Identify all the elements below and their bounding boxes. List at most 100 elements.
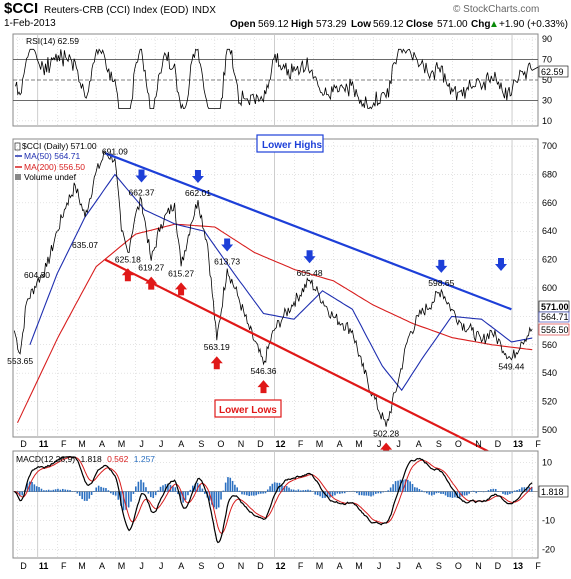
- macd-tick-label: -10: [542, 515, 555, 525]
- macd-histogram-bar: [60, 490, 62, 492]
- macd-histogram-bar: [67, 490, 69, 492]
- macd-histogram-bar: [38, 487, 40, 492]
- x-tick-label: M: [78, 439, 86, 449]
- macd-histogram-bar: [363, 491, 365, 495]
- macd-histogram-bar: [88, 491, 90, 498]
- macd-histogram-bar: [93, 491, 95, 492]
- symbol-title: $CCI: [4, 0, 38, 17]
- macd-histogram-bar: [157, 490, 159, 491]
- macd-histogram-bar: [440, 491, 442, 493]
- macd-histogram-bar: [246, 491, 248, 495]
- close-value: 571.00: [437, 19, 468, 30]
- open-value: 569.12: [258, 19, 289, 30]
- macd-histogram-bar: [334, 491, 336, 495]
- x-tick-label-bottom: M: [316, 561, 324, 571]
- macd-histogram-bar: [84, 491, 86, 500]
- x-tick-label-bottom: 11: [39, 561, 49, 571]
- x-tick-label: 13: [513, 439, 523, 449]
- macd-histogram-bar: [220, 491, 222, 499]
- macd-histogram-bar: [368, 491, 370, 495]
- macd-histogram-bar: [416, 488, 418, 492]
- macd-histogram-bar: [213, 491, 215, 507]
- rsi-label: RSI(14) 62.59: [26, 36, 79, 46]
- macd-histogram-bar: [162, 485, 164, 491]
- macd-histogram-bar: [377, 491, 379, 493]
- macd-histogram-bar: [34, 484, 36, 491]
- price-tick-label: 540: [542, 368, 557, 378]
- macd-histogram-bar: [344, 491, 346, 493]
- x-tick-label: M: [316, 439, 324, 449]
- x-tick-label: S: [436, 439, 442, 449]
- x-tick-label-bottom: F: [61, 561, 67, 571]
- macd-histogram-bar: [433, 491, 435, 494]
- rsi-tick-label: 30: [542, 95, 552, 105]
- macd-histogram-bar: [300, 490, 302, 491]
- macd-panel: 100-10-20 MACD(12,26,9) 1.818 0.562 1.25…: [13, 451, 568, 558]
- price-tick-label: 560: [542, 340, 557, 350]
- macd-tick-label: 10: [542, 458, 552, 468]
- macd-histogram-bar: [55, 489, 57, 492]
- x-tick-label-bottom: M: [118, 561, 126, 571]
- x-tick-label: A: [99, 439, 105, 449]
- macd-histogram-bar: [380, 491, 382, 493]
- macd-histogram-bar: [128, 491, 130, 507]
- macd-histogram-bar: [145, 487, 147, 492]
- macd-histogram-bar: [419, 489, 421, 492]
- x-tick-label: J: [377, 439, 382, 449]
- x-tick-label-bottom: D: [495, 561, 502, 571]
- x-tick-label-bottom: J: [396, 561, 401, 571]
- macd-histogram-bar: [483, 491, 485, 492]
- chg-label: Chg: [471, 19, 490, 30]
- macd-histogram-bar: [504, 491, 506, 494]
- macd-histogram-bar: [72, 491, 74, 492]
- x-tick-label-bottom: F: [298, 561, 304, 571]
- legend-volume-swatch: [15, 174, 21, 180]
- x-tick-label-bottom: A: [99, 561, 105, 571]
- low-value: 569.12: [373, 19, 404, 30]
- macd-histogram-bar: [272, 484, 274, 492]
- macd-histogram-bar: [41, 489, 43, 492]
- macd-histogram-bar: [255, 491, 257, 495]
- x-tick-label: M: [118, 439, 126, 449]
- macd-label-prefix: MACD(12,26,9): [16, 454, 75, 464]
- price-point-label: 553.65: [7, 356, 33, 366]
- macd-histogram-bar: [317, 491, 319, 495]
- macd-histogram-bar: [382, 491, 384, 492]
- price-point-label: 546.36: [250, 366, 276, 376]
- macd-last-value: 1.818: [541, 487, 564, 497]
- macd-histogram-bar: [466, 491, 468, 495]
- macd-histogram-bar: [175, 487, 177, 491]
- macd-histogram-bar: [143, 482, 145, 491]
- macd-histogram-bar: [138, 482, 140, 492]
- macd-histogram-bar: [375, 491, 377, 493]
- low-label: Low: [351, 19, 371, 30]
- price-tick-label: 520: [542, 397, 557, 407]
- legend-ma50: MA(50) 564.71: [24, 151, 80, 161]
- price-tick-label: 620: [542, 255, 557, 265]
- macd-histogram-bar: [511, 491, 513, 493]
- macd-histogram-bar: [521, 487, 523, 491]
- macd-histogram-bar: [407, 480, 409, 492]
- macd-histogram-bar: [160, 487, 162, 492]
- price-tick-label: 660: [542, 198, 557, 208]
- macd-histogram-bar: [307, 490, 309, 492]
- macd-histogram-bar: [187, 491, 189, 495]
- macd-histogram-bar: [488, 490, 490, 492]
- macd-histogram-bar: [155, 491, 157, 495]
- x-tick-label-bottom: N: [238, 561, 245, 571]
- macd-histogram-bar: [492, 489, 494, 492]
- x-tick-label: S: [198, 439, 204, 449]
- x-tick-label-bottom: M: [78, 561, 86, 571]
- macd-histogram-bar: [373, 491, 375, 495]
- macd-histogram-bar: [232, 481, 234, 492]
- macd-histogram-bar: [135, 486, 137, 491]
- macd-histogram-bar: [253, 491, 255, 495]
- macd-signal-value: 0.562: [107, 454, 129, 464]
- x-tick-label: D: [257, 439, 264, 449]
- macd-histogram-bar: [478, 491, 480, 492]
- price-panel: 700680660640620600580560540520500 691.09…: [7, 135, 569, 456]
- macd-histogram-bar: [449, 491, 451, 497]
- x-tick-label-bottom: A: [416, 561, 422, 571]
